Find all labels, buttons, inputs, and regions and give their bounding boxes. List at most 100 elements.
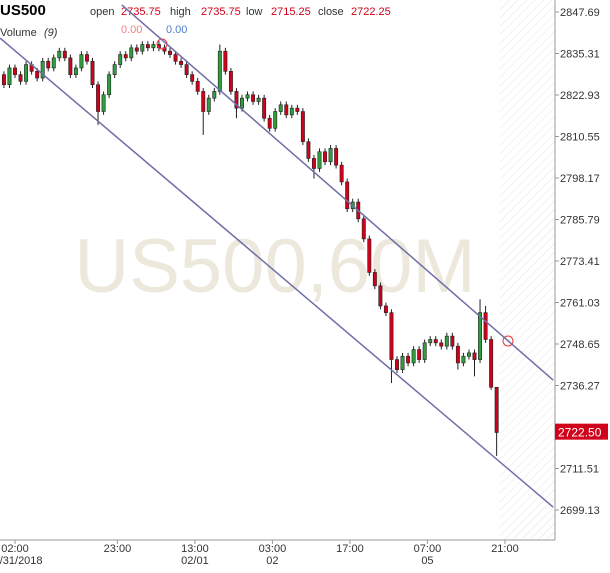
candle-body — [455, 345, 460, 364]
y-tick-label: 2773.41 — [560, 256, 600, 268]
candle-body — [428, 339, 433, 344]
x-tick-label: 02:00 — [1, 543, 29, 555]
candle-body — [190, 74, 195, 82]
candle-body — [439, 342, 444, 347]
candle-body — [184, 64, 189, 75]
candle-body — [400, 355, 405, 370]
candle-body — [251, 94, 256, 102]
candle-body — [444, 335, 449, 347]
candle-body — [461, 355, 466, 364]
candle-body — [134, 47, 139, 52]
candle-body — [450, 335, 455, 347]
trend-line — [0, 37, 554, 508]
y-tick-label: 2748.65 — [560, 339, 600, 351]
candle-body — [217, 50, 222, 92]
y-tick-label: 2835.31 — [560, 49, 600, 61]
candle-body — [284, 104, 289, 116]
candle-body — [62, 50, 67, 59]
candle-body — [389, 312, 394, 360]
future-area — [500, 0, 555, 540]
open-label: open — [90, 6, 114, 18]
y-tick-label: 2785.79 — [560, 214, 600, 226]
x-tick-date: 02/01 — [181, 555, 209, 567]
candle-body — [406, 355, 411, 364]
candle-body — [383, 305, 388, 313]
candle-body — [145, 44, 150, 49]
x-tick-date: 01/31/2018 — [0, 555, 43, 567]
current-price-box — [555, 423, 608, 440]
candle-body — [361, 218, 366, 240]
candle-body — [223, 50, 228, 72]
candle-body — [168, 50, 172, 55]
candle-body — [107, 74, 112, 96]
candle-body — [256, 97, 261, 102]
candle-body — [240, 97, 244, 109]
y-tick-label: 2822.93 — [560, 90, 600, 102]
candle-body — [422, 342, 427, 360]
candle-body — [24, 64, 29, 82]
candle-body — [467, 352, 471, 357]
candle-body — [57, 50, 62, 59]
y-tick-label: 2798.17 — [560, 173, 600, 185]
candle-body — [278, 104, 283, 112]
candle-body — [18, 74, 23, 82]
candle-body — [7, 67, 12, 86]
candle-body — [228, 71, 233, 92]
low-label: low — [246, 6, 263, 18]
candle-body — [328, 148, 333, 163]
low-value: 2715.25 — [271, 6, 311, 18]
candle-body — [1, 74, 6, 86]
candle-body — [483, 312, 488, 340]
candle-body — [140, 44, 145, 52]
volume-a: 0.00 — [121, 24, 142, 36]
candle-body — [345, 181, 350, 210]
candle-body — [129, 47, 134, 59]
candle-body — [300, 111, 305, 142]
candle-body — [179, 60, 184, 65]
candle-body — [311, 158, 316, 169]
candle-body — [40, 60, 45, 79]
trend-line — [121, 4, 554, 381]
high-value: 2735.75 — [201, 6, 241, 18]
candle-body — [411, 349, 416, 364]
y-tick-label: 2699.13 — [560, 505, 600, 517]
x-tick-label: 23:00 — [104, 543, 132, 555]
candle-body — [118, 54, 123, 65]
x-tick-date: 05 — [421, 555, 433, 567]
candle-body — [295, 107, 300, 112]
candle-body — [273, 111, 278, 129]
candle-body — [151, 44, 156, 49]
candle-body — [51, 57, 56, 69]
candle-body — [206, 97, 211, 112]
x-tick-label: 21:00 — [491, 543, 519, 555]
candle-body — [234, 91, 239, 109]
high-label: high — [170, 6, 191, 18]
candle-body — [417, 349, 422, 360]
candle-body — [85, 54, 89, 62]
candle-body — [372, 272, 377, 287]
candle-body — [73, 67, 78, 75]
candle-body — [90, 60, 95, 86]
x-tick-label: 13:00 — [181, 543, 209, 555]
y-tick-label: 2736.27 — [560, 380, 600, 392]
candle-body — [123, 54, 128, 59]
candle-body — [79, 54, 84, 69]
symbol: US500 — [0, 2, 46, 19]
candle-body — [323, 151, 327, 163]
candle-body — [267, 117, 272, 129]
watermark: US500,60M — [74, 224, 475, 309]
candle-body — [173, 54, 178, 62]
candle-body — [101, 94, 106, 112]
candle-body — [262, 97, 267, 119]
candle-body — [35, 71, 40, 79]
line-handle[interactable] — [502, 335, 514, 347]
y-tick-label: 2847.69 — [560, 7, 600, 19]
x-tick-label: 17:00 — [336, 543, 364, 555]
candle-body — [68, 57, 73, 75]
candle-body — [367, 238, 372, 273]
candle-body — [13, 67, 17, 75]
volume-period: (9) — [44, 27, 58, 39]
y-tick-label: 2810.55 — [560, 132, 600, 144]
candle-body — [378, 285, 383, 307]
